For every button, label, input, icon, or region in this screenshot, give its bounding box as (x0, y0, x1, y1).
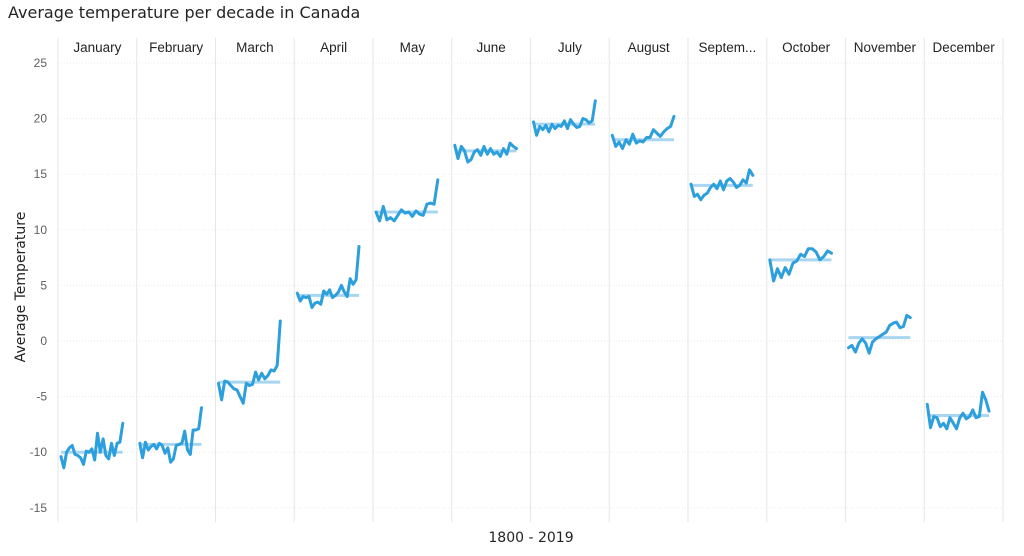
y-axis-title: Average Temperature (13, 212, 29, 363)
panel-march (217, 319, 282, 405)
month-header: December (932, 40, 995, 55)
panel-december (925, 390, 991, 431)
month-header: June (476, 40, 505, 55)
temperature-line (610, 114, 676, 151)
temperature-line (689, 168, 755, 202)
x-axis-title: 1800 - 2019 (488, 530, 573, 546)
month-headers: January February March April May June July Augu… (73, 40, 995, 55)
panel-september (689, 168, 755, 202)
panel-may (374, 178, 440, 223)
y-tick-label: 10 (34, 223, 48, 237)
y-tick-label: 25 (34, 56, 48, 70)
temperature-line (453, 141, 518, 164)
y-tick-label: -5 (36, 390, 47, 404)
panel-july (532, 99, 597, 137)
panel-august (610, 114, 676, 151)
temperature-line (138, 406, 203, 464)
panel-april (295, 245, 361, 310)
y-tick-label: 5 (40, 278, 47, 292)
panel-november (847, 313, 912, 355)
temperature-line (532, 99, 597, 137)
month-header: November (854, 40, 917, 55)
month-header: March (236, 40, 274, 55)
panel-october (768, 247, 833, 283)
temperature-line (59, 421, 125, 470)
month-header: October (782, 40, 831, 55)
temperature-line (847, 313, 912, 355)
temperature-line (768, 247, 833, 283)
month-header: Septem... (698, 40, 756, 55)
y-tick-label: 20 (34, 112, 48, 126)
chart-title: Average temperature per decade in Canada (8, 3, 361, 22)
panel-june (453, 141, 518, 164)
month-header: January (73, 40, 121, 55)
panel-february (138, 406, 203, 464)
month-header: February (149, 40, 203, 55)
month-header: May (400, 40, 426, 55)
y-tick-label: -10 (30, 445, 48, 459)
temperature-line (925, 390, 991, 431)
y-tick-label: 15 (34, 167, 48, 181)
y-axis-ticks: 25 20 15 10 5 0 -5 -10 -15 (30, 56, 48, 515)
month-header: July (558, 40, 582, 55)
series-layer (59, 99, 991, 470)
month-header: April (320, 40, 347, 55)
y-tick-label: -15 (30, 501, 48, 515)
y-tick-label: 0 (40, 334, 47, 348)
temperature-line (217, 319, 282, 405)
temperature-line (374, 178, 440, 223)
temperature-line (295, 245, 361, 310)
month-header: August (628, 40, 670, 55)
panel-separators (57, 38, 1004, 522)
panel-january (59, 421, 125, 470)
